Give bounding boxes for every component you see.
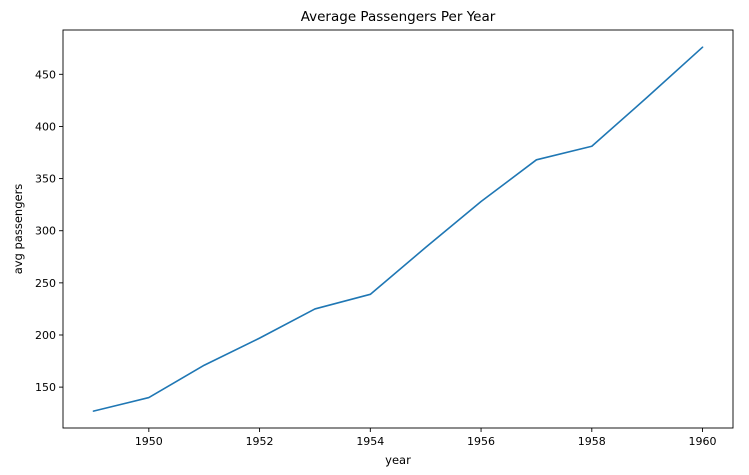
x-tick-label: 1952: [246, 435, 274, 448]
x-tick-label: 1958: [578, 435, 606, 448]
y-tick-label: 400: [35, 120, 56, 133]
y-tick-label: 250: [35, 277, 56, 290]
y-tick-label: 150: [35, 381, 56, 394]
x-tick-label: 1950: [135, 435, 163, 448]
y-tick-label: 300: [35, 225, 56, 238]
series-line: [92, 46, 704, 412]
y-axis-label: avg passengers: [11, 184, 25, 275]
x-tick-label: 1956: [467, 435, 495, 448]
y-tick-label: 450: [35, 68, 56, 81]
x-tick-label: 1960: [689, 435, 717, 448]
x-tick-label: 1954: [356, 435, 384, 448]
chart-title: Average Passengers Per Year: [301, 9, 496, 25]
y-tick-label: 200: [35, 329, 56, 342]
y-tick-label: 350: [35, 173, 56, 186]
plot-area: 1950 1952 1954 1956 1958 1960 150 200 250 300 350 4…: [35, 29, 734, 448]
plot-frame: [62, 29, 734, 429]
x-axis-label: year: [385, 453, 411, 467]
